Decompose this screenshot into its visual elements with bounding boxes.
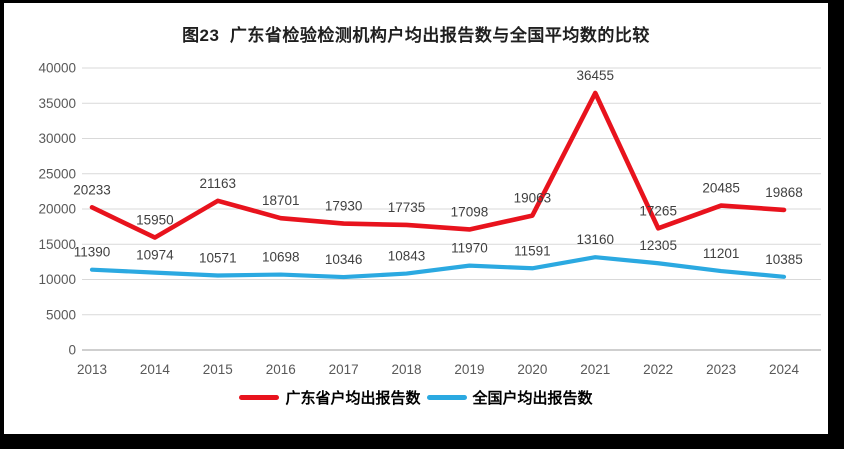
data-label-1: 11591 (514, 243, 551, 258)
data-label-1: 10974 (136, 248, 174, 263)
data-label-1: 11390 (74, 245, 111, 260)
legend-label-guangdong: 广东省户均出报告数 (285, 390, 421, 407)
data-label-0: 20233 (73, 182, 111, 197)
y-axis-tick-label: 35000 (38, 96, 76, 111)
legend-swatch-red (239, 395, 280, 400)
data-label-0: 17265 (639, 203, 677, 218)
data-label-0: 18701 (262, 193, 300, 208)
x-axis-tick-label: 2019 (454, 362, 484, 377)
data-label-0: 17735 (388, 200, 426, 215)
x-axis-tick-label: 2013 (77, 362, 107, 377)
data-label-0: 36455 (576, 68, 614, 83)
x-axis-tick-label: 2015 (203, 362, 233, 377)
data-label-0: 19868 (765, 185, 803, 200)
legend-label-national: 全国户均出报告数 (472, 390, 593, 407)
series-line-1 (89, 255, 787, 280)
legend-swatch-blue (426, 395, 467, 400)
data-label-0: 19063 (514, 191, 552, 206)
y-axis-tick-label: 5000 (46, 307, 76, 322)
data-label-1: 11970 (451, 241, 488, 256)
legend-item-national: 全国户均出报告数 (426, 387, 593, 408)
data-label-0: 15950 (136, 213, 174, 228)
series-line-0 (89, 90, 787, 240)
data-label-1: 10385 (765, 252, 803, 267)
x-axis-tick-label: 2023 (706, 362, 736, 377)
x-axis-tick-label: 2018 (392, 362, 422, 377)
x-axis-tick-label: 2014 (140, 362, 171, 377)
data-label-1: 10346 (325, 252, 363, 267)
y-axis-tick-label: 30000 (38, 131, 76, 146)
x-axis-tick-label: 2021 (580, 362, 610, 377)
x-axis-tick-label: 2016 (266, 362, 296, 377)
y-axis-tick-label: 25000 (38, 166, 76, 181)
y-axis-tick-label: 0 (68, 343, 76, 358)
x-axis-tick-label: 2020 (517, 362, 547, 377)
data-label-0: 17930 (325, 199, 363, 214)
data-label-1: 11201 (703, 246, 740, 261)
legend-item-guangdong: 广东省户均出报告数 (239, 387, 421, 408)
data-label-1: 13160 (576, 232, 614, 247)
data-label-0: 21163 (200, 176, 237, 191)
chart-canvas: 图23 广东省检验检测机构户均出报告数与全国平均数的比较 0 5000 10000 1… (4, 3, 828, 434)
data-label-0: 20485 (702, 181, 740, 196)
y-axis-tick-label: 20000 (38, 202, 76, 217)
data-label-1: 12305 (639, 238, 677, 253)
y-axis-tick-label: 15000 (38, 237, 76, 252)
data-label-1: 10571 (199, 250, 237, 265)
x-axis-tick-label: 2017 (329, 362, 359, 377)
x-axis-tick-label: 2022 (643, 362, 673, 377)
data-label-1: 10843 (388, 249, 426, 264)
legend: 广东省户均出报告数 全国户均出报告数 (4, 387, 828, 408)
chart-title: 图23 广东省检验检测机构户均出报告数与全国平均数的比较 (182, 26, 650, 45)
y-axis-tick-label: 10000 (38, 272, 76, 287)
data-label-1: 10698 (262, 250, 300, 265)
x-axis-tick-label: 2024 (769, 362, 800, 377)
y-axis-tick-label: 40000 (38, 61, 76, 76)
data-label-0: 17098 (451, 204, 489, 219)
